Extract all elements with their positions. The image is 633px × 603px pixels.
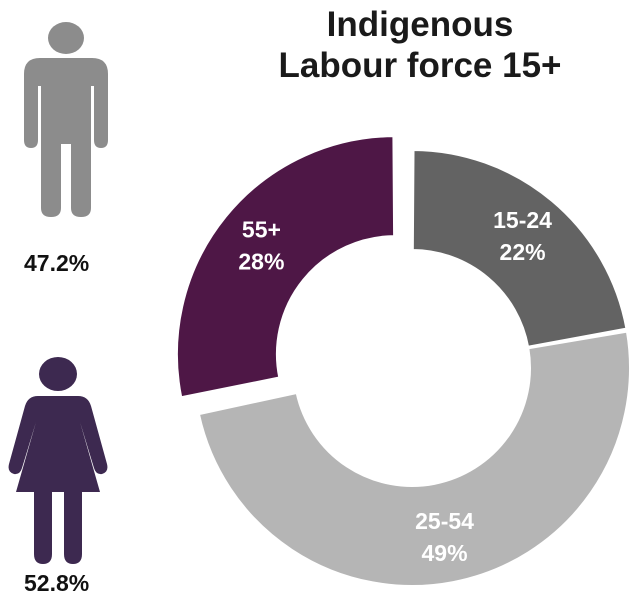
slice-value-label: 22% bbox=[500, 239, 546, 265]
slice-category-label: 55+ bbox=[242, 217, 281, 243]
donut-slice-55+ bbox=[175, 135, 396, 399]
donut-slice-25-54 bbox=[197, 330, 631, 587]
title-line-2: Labour force 15+ bbox=[278, 46, 562, 85]
female-percent-label: 52.8% bbox=[24, 570, 90, 596]
slice-category-label: 25-54 bbox=[415, 508, 474, 534]
chart-title: Indigenous Labour force 15+ bbox=[210, 4, 630, 86]
slice-value-label: 28% bbox=[238, 249, 284, 275]
donut-slice-15-24 bbox=[411, 148, 628, 348]
male-percent-label: 47.2% bbox=[24, 250, 90, 276]
female-person-icon bbox=[8, 357, 108, 564]
title-line-1: Indigenous bbox=[326, 5, 514, 44]
slice-category-label: 15-24 bbox=[493, 207, 552, 233]
slice-value-label: 49% bbox=[422, 540, 468, 566]
male-person-icon bbox=[24, 22, 108, 217]
